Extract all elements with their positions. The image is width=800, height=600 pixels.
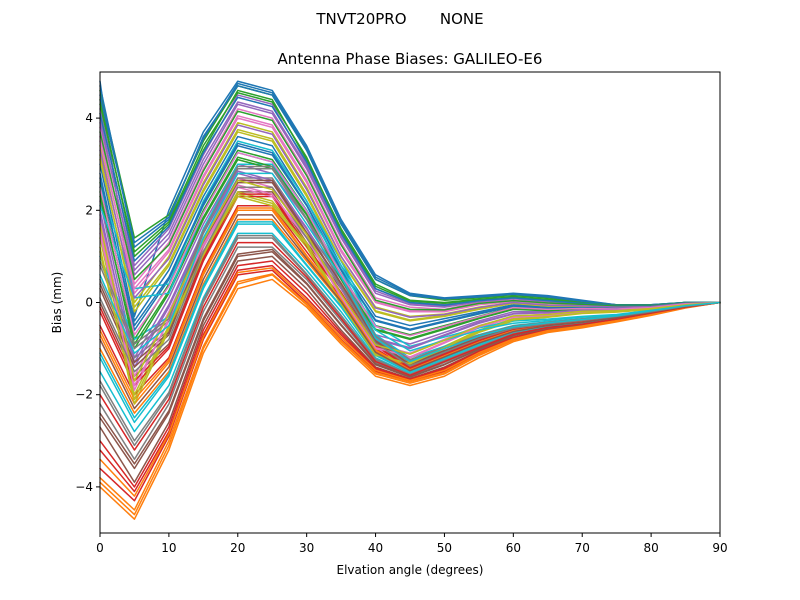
series-line-az-325 xyxy=(99,214,721,410)
x-tick-label: 20 xyxy=(230,541,245,555)
y-tick-label: 0 xyxy=(85,296,93,310)
x-tick-label: 50 xyxy=(437,541,452,555)
series-line-az-345 xyxy=(99,172,721,363)
chart-title: Antenna Phase Biases: GALILEO-E6 xyxy=(278,50,543,68)
x-tick-label: 70 xyxy=(575,541,590,555)
y-tick-label: −2 xyxy=(75,388,93,402)
series-group xyxy=(99,80,721,520)
x-tick-label: 90 xyxy=(712,541,727,555)
y-tick-label: −4 xyxy=(75,480,93,494)
x-tick-label: 60 xyxy=(506,541,521,555)
figure-suptitle: TNVT20PRO NONE xyxy=(315,10,483,28)
y-tick-label: 2 xyxy=(85,203,93,217)
x-tick-label: 10 xyxy=(161,541,176,555)
x-tick-label: 30 xyxy=(299,541,314,555)
series-line-az-290 xyxy=(99,193,721,401)
x-axis-label: Elvation angle (degrees) xyxy=(337,563,484,577)
series-line-az-305 xyxy=(99,267,721,497)
y-axis-label: Bias (mm) xyxy=(50,272,64,334)
series-line-az-315 xyxy=(99,241,721,451)
x-tick-label: 40 xyxy=(368,541,383,555)
x-tick-label: 80 xyxy=(643,541,658,555)
x-axis-ticks: 0 10 20 30 40 50 60 70 80 90 xyxy=(96,533,728,555)
y-tick-label: 4 xyxy=(85,111,93,125)
x-tick-label: 0 xyxy=(96,541,104,555)
series-line-az-340 xyxy=(99,179,721,382)
series-line-az-310 xyxy=(99,110,721,311)
series-line-az-330 xyxy=(99,151,721,337)
y-axis-ticks: −4 −2 0 2 4 xyxy=(75,111,100,494)
series-line-az-320 xyxy=(99,124,721,318)
